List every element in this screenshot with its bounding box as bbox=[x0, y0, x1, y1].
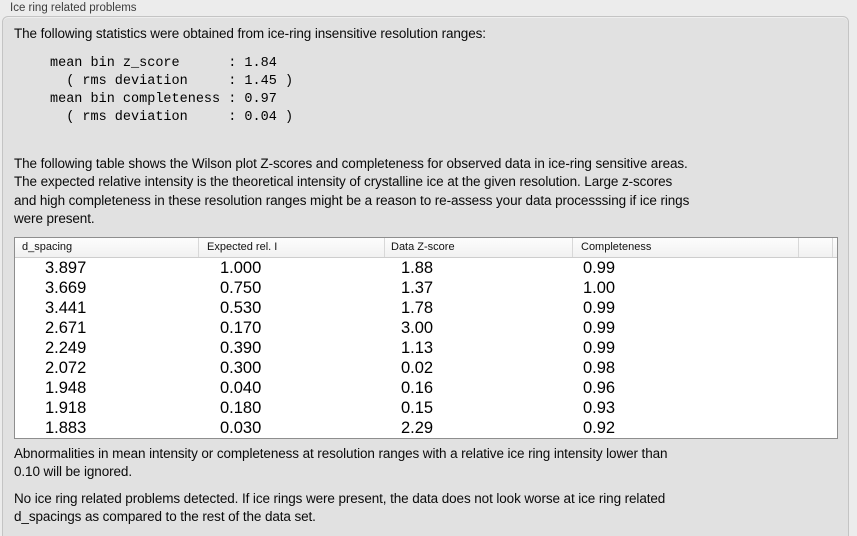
panel-title: Ice ring related problems bbox=[10, 2, 137, 14]
table-row[interactable]: 2.671 0.170 3.00 0.99 bbox=[15, 318, 837, 338]
table-cell: 0.99 bbox=[583, 299, 616, 317]
table-row[interactable]: 1.948 0.040 0.16 0.96 bbox=[15, 378, 837, 398]
ice-ring-panel: The following statistics were obtained f… bbox=[2, 16, 849, 536]
table-cell: 0.99 bbox=[583, 339, 616, 357]
table-cell: 0.92 bbox=[583, 419, 616, 437]
table-cell: 3.669 bbox=[45, 279, 87, 297]
table-description: The following table shows the Wilson plo… bbox=[14, 156, 690, 227]
table-row[interactable]: 2.249 0.390 1.13 0.99 bbox=[15, 338, 837, 358]
table-cell: 0.750 bbox=[220, 279, 262, 297]
table-header-row: d_spacing Expected rel. I Data Z-score C… bbox=[15, 238, 837, 258]
table-cell: 0.15 bbox=[401, 399, 434, 417]
column-header-spare bbox=[799, 238, 833, 257]
table-cell: 3.00 bbox=[401, 319, 434, 337]
table-row[interactable]: 3.441 0.530 1.78 0.99 bbox=[15, 298, 837, 318]
table-cell: 0.02 bbox=[401, 359, 434, 377]
bin-statistics-block: mean bin z_score : 1.84 ( rms deviation … bbox=[50, 56, 294, 125]
column-header-completeness[interactable]: Completeness bbox=[573, 238, 799, 257]
table-cell: 0.16 bbox=[401, 379, 434, 397]
table-cell: 2.249 bbox=[45, 339, 87, 357]
table-cell: 1.00 bbox=[583, 279, 616, 297]
table-cell: 0.93 bbox=[583, 399, 616, 417]
table-cell: 1.918 bbox=[45, 399, 87, 417]
conclusion-text: No ice ring related problems detected. I… bbox=[14, 491, 666, 525]
ignore-threshold-note: Abnormalities in mean intensity or compl… bbox=[14, 446, 668, 480]
column-header-expected-rel-i[interactable]: Expected rel. I bbox=[199, 238, 385, 257]
table-cell: 1.37 bbox=[401, 279, 434, 297]
table-row[interactable]: 2.072 0.300 0.02 0.98 bbox=[15, 358, 837, 378]
table-cell: 1.883 bbox=[45, 419, 87, 437]
table-cell: 1.88 bbox=[401, 259, 434, 277]
table-cell: 0.180 bbox=[220, 399, 262, 417]
table-body: 3.897 1.000 1.88 0.99 3.669 0.750 1.37 1… bbox=[15, 258, 837, 438]
table-cell: 0.300 bbox=[220, 359, 262, 377]
table-cell: 0.170 bbox=[220, 319, 262, 337]
table-row[interactable]: 3.669 0.750 1.37 1.00 bbox=[15, 278, 837, 298]
table-cell: 1.78 bbox=[401, 299, 434, 317]
table-cell: 3.897 bbox=[45, 259, 87, 277]
table-cell: 3.441 bbox=[45, 299, 87, 317]
table-cell: 2.29 bbox=[401, 419, 434, 437]
table-cell: 0.98 bbox=[583, 359, 616, 377]
intro-text: The following statistics were obtained f… bbox=[14, 26, 486, 41]
table-cell: 1.948 bbox=[45, 379, 87, 397]
table-row[interactable]: 1.883 0.030 2.29 0.92 bbox=[15, 418, 837, 438]
table-cell: 1.13 bbox=[401, 339, 434, 357]
table-cell: 0.99 bbox=[583, 319, 616, 337]
table-cell: 0.390 bbox=[220, 339, 262, 357]
ice-ring-table: d_spacing Expected rel. I Data Z-score C… bbox=[14, 237, 838, 439]
table-cell: 1.000 bbox=[220, 259, 262, 277]
table-cell: 2.072 bbox=[45, 359, 87, 377]
table-row[interactable]: 3.897 1.000 1.88 0.99 bbox=[15, 258, 837, 278]
table-cell: 0.96 bbox=[583, 379, 616, 397]
table-cell: 0.040 bbox=[220, 379, 262, 397]
table-cell: 2.671 bbox=[45, 319, 87, 337]
table-cell: 0.99 bbox=[583, 259, 616, 277]
table-cell: 0.030 bbox=[220, 419, 262, 437]
table-cell: 0.530 bbox=[220, 299, 262, 317]
column-header-d-spacing[interactable]: d_spacing bbox=[15, 238, 199, 257]
column-header-data-z-score[interactable]: Data Z-score bbox=[385, 238, 573, 257]
column-header-filler bbox=[833, 238, 837, 257]
table-row[interactable]: 1.918 0.180 0.15 0.93 bbox=[15, 398, 837, 418]
